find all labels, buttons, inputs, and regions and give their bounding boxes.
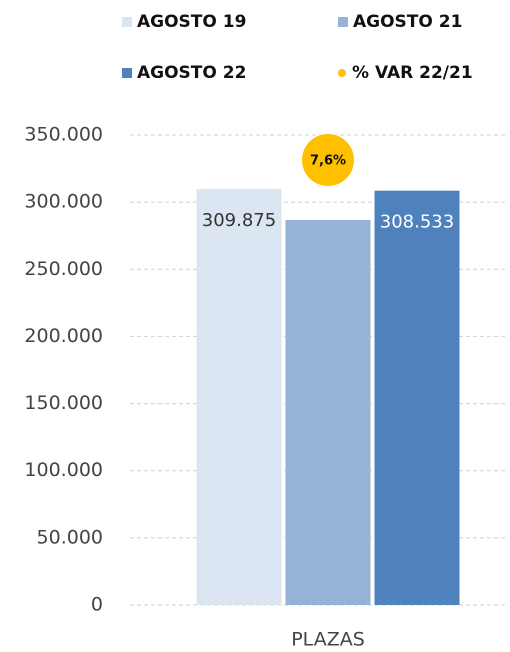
legend-swatch — [122, 17, 132, 27]
y-tick-label: 200.000 — [24, 325, 103, 347]
y-tick-label: 150.000 — [24, 392, 103, 414]
y-tick-label: 100.000 — [24, 459, 103, 481]
legend-swatch — [338, 17, 348, 27]
bar — [285, 220, 371, 605]
var-marker — [302, 134, 354, 186]
bar — [374, 190, 460, 605]
x-tick-label: PLAZAS — [291, 629, 365, 651]
y-tick-label: 0 — [91, 594, 103, 616]
y-tick-label: 350.000 — [24, 124, 103, 146]
y-tick-label: 250.000 — [24, 258, 103, 280]
legend-label: AGOSTO 22 — [137, 63, 246, 83]
data-label: 308.533 — [380, 212, 454, 233]
legend-label: AGOSTO 19 — [137, 12, 246, 32]
var-label: 7,6% — [310, 154, 346, 169]
legend-swatch — [122, 68, 132, 78]
bar — [196, 188, 282, 605]
legend-label: AGOSTO 21 — [353, 12, 462, 32]
legend-label: % VAR 22/21 — [352, 63, 473, 83]
data-label: 309.875 — [202, 210, 276, 231]
y-tick-label: 50.000 — [37, 526, 103, 548]
y-tick-label: 300.000 — [24, 191, 103, 213]
legend-swatch — [338, 69, 346, 77]
